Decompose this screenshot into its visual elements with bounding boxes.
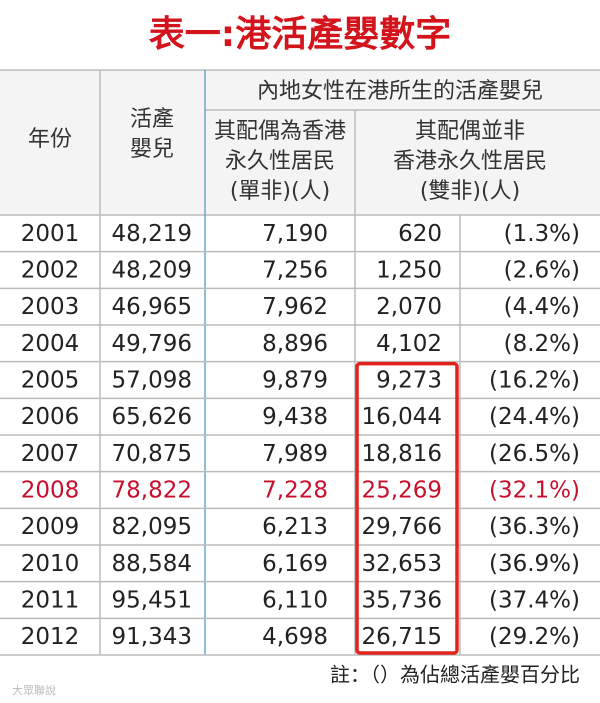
cell-births: 78,822 bbox=[112, 478, 192, 504]
header-births: 活產 bbox=[130, 107, 174, 132]
cell-percent: (36.3%) bbox=[489, 514, 580, 540]
cell-year: 2008 bbox=[21, 478, 80, 504]
cell-percent: (37.4%) bbox=[489, 588, 580, 614]
cell-single: 7,228 bbox=[262, 478, 328, 504]
watermark: 大眾聯說 bbox=[12, 683, 56, 697]
cell-births: 82,095 bbox=[112, 514, 192, 540]
cell-percent: (24.4%) bbox=[489, 404, 580, 430]
cell-double: 29,766 bbox=[362, 514, 442, 540]
cell-year: 2002 bbox=[21, 258, 80, 284]
header-double: (雙非)(人) bbox=[420, 179, 520, 204]
cell-double: 26,715 bbox=[362, 624, 442, 650]
header-single: 永久性居民 bbox=[225, 149, 335, 174]
cell-percent: (2.6%) bbox=[504, 258, 580, 284]
header-group: 內地女性在港所生的活產嬰兒 bbox=[257, 79, 543, 104]
cell-single: 7,190 bbox=[262, 221, 328, 247]
cell-single: 6,110 bbox=[262, 588, 328, 614]
cell-percent: (32.1%) bbox=[489, 478, 580, 504]
cell-single: 6,169 bbox=[262, 551, 328, 577]
cell-births: 70,875 bbox=[112, 441, 192, 467]
cell-single: 9,879 bbox=[262, 368, 328, 394]
cell-percent: (8.2%) bbox=[504, 331, 580, 357]
cell-single: 4,698 bbox=[262, 624, 328, 650]
cell-double: 2,070 bbox=[376, 294, 442, 320]
cell-double: 4,102 bbox=[376, 331, 442, 357]
cell-year: 2004 bbox=[21, 331, 80, 357]
cell-year: 2005 bbox=[21, 368, 80, 394]
footnote: 註：（）為佔總活產嬰百分比 bbox=[330, 663, 580, 687]
cell-single: 6,213 bbox=[262, 514, 328, 540]
header-year: 年份 bbox=[28, 127, 72, 152]
cell-year: 2012 bbox=[21, 624, 80, 650]
cell-year: 2001 bbox=[21, 221, 80, 247]
cell-single: 7,256 bbox=[262, 258, 328, 284]
cell-births: 46,965 bbox=[112, 294, 192, 320]
cell-double: 620 bbox=[398, 221, 442, 247]
title: 表一:港活產嬰數字 bbox=[149, 14, 451, 55]
cell-year: 2003 bbox=[21, 294, 80, 320]
header-single: 其配偶為香港 bbox=[214, 119, 346, 144]
cell-double: 35,736 bbox=[362, 588, 442, 614]
cell-single: 9,438 bbox=[262, 404, 328, 430]
cell-double: 16,044 bbox=[362, 404, 442, 430]
cell-births: 49,796 bbox=[112, 331, 192, 357]
cell-percent: (36.9%) bbox=[489, 551, 580, 577]
cell-births: 48,209 bbox=[112, 258, 192, 284]
cell-percent: (1.3%) bbox=[504, 221, 580, 247]
cell-percent: (29.2%) bbox=[489, 624, 580, 650]
cell-births: 95,451 bbox=[112, 588, 192, 614]
cell-single: 8,896 bbox=[262, 331, 328, 357]
cell-year: 2010 bbox=[21, 551, 80, 577]
cell-births: 48,219 bbox=[112, 221, 192, 247]
cell-percent: (16.2%) bbox=[489, 368, 580, 394]
cell-births: 88,584 bbox=[112, 551, 192, 577]
cell-double: 18,816 bbox=[362, 441, 442, 467]
cell-births: 91,343 bbox=[112, 624, 192, 650]
cell-double: 1,250 bbox=[376, 258, 442, 284]
cell-year: 2009 bbox=[21, 514, 80, 540]
header-double: 香港永久性居民 bbox=[393, 149, 547, 174]
highlight-box bbox=[355, 361, 459, 655]
cell-double: 9,273 bbox=[376, 368, 442, 394]
cell-births: 65,626 bbox=[112, 404, 192, 430]
cell-year: 2011 bbox=[21, 588, 80, 614]
cell-double: 32,653 bbox=[362, 551, 442, 577]
cell-births: 57,098 bbox=[112, 368, 192, 394]
cell-year: 2007 bbox=[21, 441, 80, 467]
cell-single: 7,989 bbox=[262, 441, 328, 467]
cell-double: 25,269 bbox=[362, 478, 442, 504]
cell-percent: (26.5%) bbox=[489, 441, 580, 467]
header-double: 其配偶並非 bbox=[415, 119, 525, 144]
table-body: 2001 48,219 7,190 620 (1.3%) 2002 48,209 7,256 1… bbox=[0, 221, 600, 655]
cell-year: 2006 bbox=[21, 404, 80, 430]
header-single: (單非)(人) bbox=[230, 179, 330, 204]
header-births: 嬰兒 bbox=[130, 137, 174, 162]
cell-single: 7,962 bbox=[262, 294, 328, 320]
cell-percent: (4.4%) bbox=[504, 294, 580, 320]
